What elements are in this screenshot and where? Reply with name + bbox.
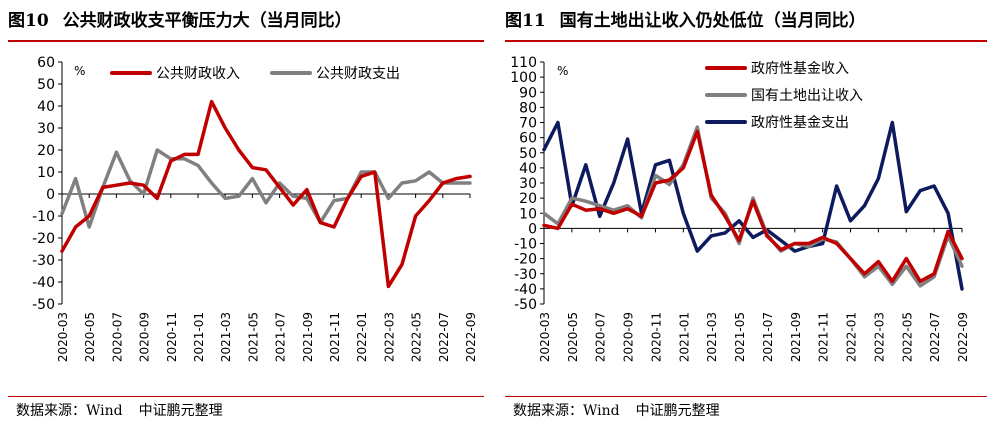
y-tick-label: -20	[32, 231, 55, 247]
figure-10-source-label: 数据来源：Wind	[16, 403, 123, 419]
series-line	[60, 148, 472, 229]
y-tick-label: 50	[519, 146, 537, 162]
legend-label: 公共财政收入	[156, 66, 240, 82]
x-tick-label: 2020-03	[538, 312, 552, 362]
x-tick-label: 2022-09	[956, 312, 970, 362]
x-tick-label: 2021-03	[705, 312, 719, 362]
x-tick-label: 2022-07	[437, 312, 451, 362]
y-tick-label: -40	[514, 282, 537, 298]
figure-10-title-text: 公共财政收支平衡压力大（当月同比）	[62, 11, 352, 31]
series-line	[542, 120, 964, 291]
unit-label: %	[74, 64, 85, 78]
x-tick-label: 2020-11	[649, 312, 663, 362]
figure-10-panel: 图10 公共财政收支平衡压力大（当月同比） 60 50 40 30 20 10 0 -10 -20…	[0, 0, 488, 423]
x-tick-label: 2022-01	[845, 312, 859, 362]
y-tick-label: 30	[37, 121, 55, 137]
y-tick-label: 110	[510, 55, 537, 71]
y-tick-label: 40	[519, 161, 537, 177]
x-tick-label: 2021-05	[246, 312, 260, 362]
x-tick-label: 2020-05	[566, 312, 580, 362]
x-tick-label: 2021-01	[192, 312, 206, 362]
y-tick-label: -50	[514, 297, 537, 313]
figure-10-chart: 60 50 40 30 20 10 0 -10 -20 -30 -40 -50% 2020-03 2020…	[32, 55, 478, 362]
figure-10-title: 图10 公共财政收支平衡压力大（当月同比）	[8, 6, 352, 31]
x-tick-label: 2021-01	[677, 312, 691, 362]
x-tick-label: 2022-07	[928, 312, 942, 362]
x-tick-label: 2021-11	[328, 312, 342, 362]
figure-11-number: 图11	[505, 11, 546, 31]
y-tick-label: 0	[528, 221, 537, 237]
y-tick-label: 30	[519, 176, 537, 192]
x-tick-label: 2020-09	[622, 312, 636, 362]
figure-11-bottom-rule	[505, 396, 987, 397]
figure-11-source: 数据来源：Wind 中证鹏元整理	[513, 400, 736, 420]
figure-11-title: 图11 国有土地出让收入仍处低位（当月同比）	[505, 6, 866, 31]
figure-11-source-org: 中证鹏元整理	[635, 403, 720, 419]
figure-10-top-rule	[8, 40, 484, 42]
figure-11-chart: 1101009080706050403020100-10-20-30-40-50…	[510, 55, 970, 362]
figure-10-number: 图10	[8, 11, 49, 31]
figure-11-top-rule	[505, 40, 987, 42]
y-tick-label: 10	[37, 165, 55, 181]
x-tick-label: 2022-01	[355, 312, 369, 362]
x-tick-label: 2021-09	[789, 312, 803, 362]
y-tick-label: 20	[37, 143, 55, 159]
x-tick-label: 2020-03	[56, 312, 70, 362]
series-line	[542, 125, 964, 288]
figure-10-source: 数据来源：Wind 中证鹏元整理	[16, 400, 239, 420]
y-tick-label: 10	[519, 206, 537, 222]
x-tick-label: 2020-05	[83, 312, 97, 362]
y-tick-label: 100	[510, 70, 537, 86]
y-tick-label: 0	[46, 187, 55, 203]
y-tick-label: -50	[32, 297, 55, 313]
x-tick-label: 2021-03	[219, 312, 233, 362]
x-tick-label: 2021-07	[274, 312, 288, 362]
y-tick-label: 20	[519, 191, 537, 207]
y-tick-label: 50	[37, 77, 55, 93]
y-tick-label: -30	[514, 267, 537, 283]
unit-label: %	[557, 64, 568, 78]
y-tick-label: -20	[514, 252, 537, 268]
x-tick-label: 2022-09	[464, 312, 478, 362]
x-tick-label: 2022-05	[410, 312, 424, 362]
x-tick-label: 2021-09	[301, 312, 315, 362]
figure-11-source-label: 数据来源：Wind	[513, 403, 620, 419]
x-tick-label: 2020-09	[138, 312, 152, 362]
y-tick-label: 40	[37, 99, 55, 115]
x-tick-label: 2022-03	[382, 312, 396, 362]
x-tick-label: 2021-07	[761, 312, 775, 362]
y-tick-label: 70	[519, 116, 537, 132]
y-tick-label: 80	[519, 100, 537, 116]
legend-label: 公共财政支出	[316, 66, 400, 82]
y-tick-label: 60	[519, 131, 537, 147]
figure-10-bottom-rule	[8, 396, 484, 397]
x-tick-label: 2020-11	[165, 312, 179, 362]
figure-11-title-text: 国有土地出让收入仍处低位（当月同比）	[559, 11, 866, 31]
y-tick-label: -10	[514, 237, 537, 253]
x-tick-label: 2022-05	[900, 312, 914, 362]
y-tick-label: 60	[37, 55, 55, 71]
x-tick-label: 2020-07	[110, 312, 124, 362]
x-tick-label: 2021-05	[733, 312, 747, 362]
x-tick-label: 2022-03	[872, 312, 886, 362]
y-tick-label: -40	[32, 275, 55, 291]
legend-label: 政府性基金支出	[751, 114, 849, 131]
figure-10-source-org: 中证鹏元整理	[138, 403, 223, 419]
x-tick-label: 2021-11	[817, 312, 831, 362]
x-tick-label: 2020-07	[594, 312, 608, 362]
legend-label: 政府性基金收入	[751, 60, 849, 77]
y-tick-label: 90	[519, 85, 537, 101]
y-tick-label: -10	[32, 209, 55, 225]
y-tick-label: -30	[32, 253, 55, 269]
series-line	[60, 99, 472, 289]
figure-11-panel: 图11 国有土地出让收入仍处低位（当月同比） 110 100 90 80 70 60 50 40…	[497, 0, 991, 423]
series-line	[542, 129, 964, 284]
legend-label: 国有土地出让收入	[751, 88, 863, 104]
